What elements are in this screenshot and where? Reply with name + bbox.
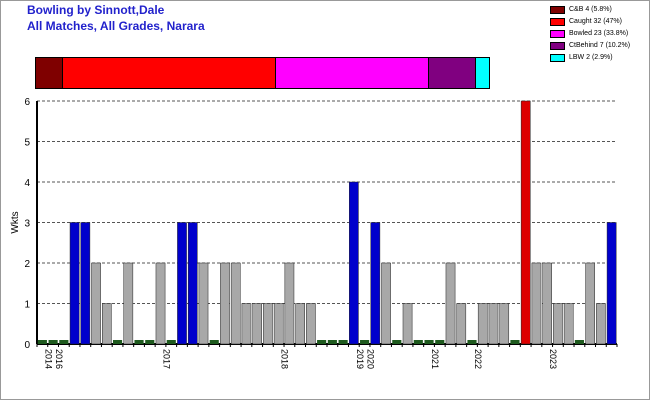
bar <box>69 222 80 345</box>
bar <box>467 340 477 344</box>
dismissal-stacked-bar <box>35 57 490 89</box>
bar <box>435 340 445 344</box>
bar <box>155 262 166 345</box>
bar <box>360 340 370 344</box>
bar <box>392 340 402 344</box>
x-tick-label: 2019 <box>355 349 365 369</box>
bar <box>230 262 241 345</box>
bar <box>381 262 391 345</box>
legend-item-lbw: LBW 2 (2.9%) <box>550 52 648 63</box>
bar <box>370 222 381 345</box>
bar <box>91 262 101 345</box>
bar <box>80 222 91 345</box>
bar <box>563 303 574 345</box>
bar <box>295 303 305 345</box>
legend-swatch-ctbehind <box>550 42 565 50</box>
bar <box>134 340 144 344</box>
bar <box>349 181 359 345</box>
x-tick-label: 2023 <box>548 349 558 369</box>
x-tick-label: 2021 <box>430 349 440 369</box>
bar <box>37 340 47 344</box>
bar <box>606 222 617 345</box>
x-tick-label: 2014 <box>43 349 53 369</box>
bar <box>284 262 295 345</box>
stack-segment-lbw <box>475 58 489 88</box>
y-tick-label: 6 <box>24 97 30 108</box>
bar <box>112 340 123 344</box>
bar <box>209 340 219 344</box>
bar <box>413 340 423 344</box>
bar <box>520 100 531 345</box>
bar <box>596 303 606 345</box>
legend-label-bowled: Bowled 23 (33.8%) <box>569 30 629 37</box>
x-tick-label: 2016 <box>54 349 64 369</box>
y-tick-label: 5 <box>24 138 30 149</box>
y-tick-label: 2 <box>24 259 30 270</box>
y-axis-label: Wkts <box>10 211 21 233</box>
legend-label-lbw: LBW 2 (2.9%) <box>569 54 613 61</box>
legend-swatch-lbw <box>550 54 565 62</box>
legend-label-ctbehind: CtBehind 7 (10.2%) <box>569 42 631 49</box>
legend-item-ctbehind: CtBehind 7 (10.2%) <box>550 40 648 51</box>
x-tick-label: 2018 <box>280 349 290 369</box>
bar <box>273 303 284 345</box>
bar <box>477 303 488 345</box>
bar <box>510 340 520 344</box>
y-tick-label: 4 <box>24 178 30 189</box>
bar <box>488 303 499 345</box>
bar <box>542 262 552 345</box>
bar <box>574 340 584 344</box>
bar <box>585 262 595 345</box>
stack-segment-caught <box>62 58 276 88</box>
bar <box>59 340 69 344</box>
y-tick-label: 3 <box>24 219 30 230</box>
x-tick-label: 2020 <box>366 349 376 369</box>
y-tick-label: 1 <box>24 300 30 311</box>
bar <box>499 303 510 345</box>
bar <box>531 262 542 345</box>
bar <box>263 303 273 345</box>
bar <box>123 262 134 345</box>
bar <box>252 303 263 345</box>
bar <box>198 262 209 345</box>
legend-item-caught: Caught 32 (47%) <box>550 16 648 27</box>
bar <box>553 303 563 345</box>
bar <box>402 303 413 345</box>
bar <box>177 222 187 345</box>
y-tick-label: 0 <box>24 340 30 351</box>
x-tick-label: 2022 <box>473 349 483 369</box>
legend-swatch-bowled <box>550 30 565 38</box>
legend-item-cb: C&B 4 (5.8%) <box>550 4 648 15</box>
chart-subtitle: All Matches, All Grades, Narara <box>27 19 205 33</box>
stack-segment-cb <box>36 58 63 88</box>
bar <box>327 340 337 344</box>
bar <box>220 262 230 345</box>
bar <box>306 303 316 345</box>
bar <box>102 303 112 345</box>
bar <box>166 340 176 344</box>
legend-swatch-cb <box>550 6 565 14</box>
stack-segment-ctbehind <box>429 58 476 88</box>
bar <box>424 340 434 344</box>
legend: C&B 4 (5.8%) Caught 32 (47%) Bowled 23 (… <box>550 4 648 64</box>
bar <box>445 262 456 345</box>
bar <box>338 340 348 344</box>
bar <box>317 340 327 344</box>
legend-swatch-caught <box>550 18 565 26</box>
legend-label-cb: C&B 4 (5.8%) <box>569 6 612 13</box>
bar <box>145 340 155 344</box>
chart-title: Bowling by Sinnott,Dale <box>27 3 165 17</box>
bar <box>187 222 198 345</box>
x-tick-label: 2017 <box>162 349 172 369</box>
bar <box>241 303 252 345</box>
stack-segment-bowled <box>275 58 430 88</box>
legend-item-bowled: Bowled 23 (33.8%) <box>550 28 648 39</box>
bar <box>456 303 467 345</box>
legend-label-caught: Caught 32 (47%) <box>569 18 622 25</box>
bar <box>48 340 58 344</box>
